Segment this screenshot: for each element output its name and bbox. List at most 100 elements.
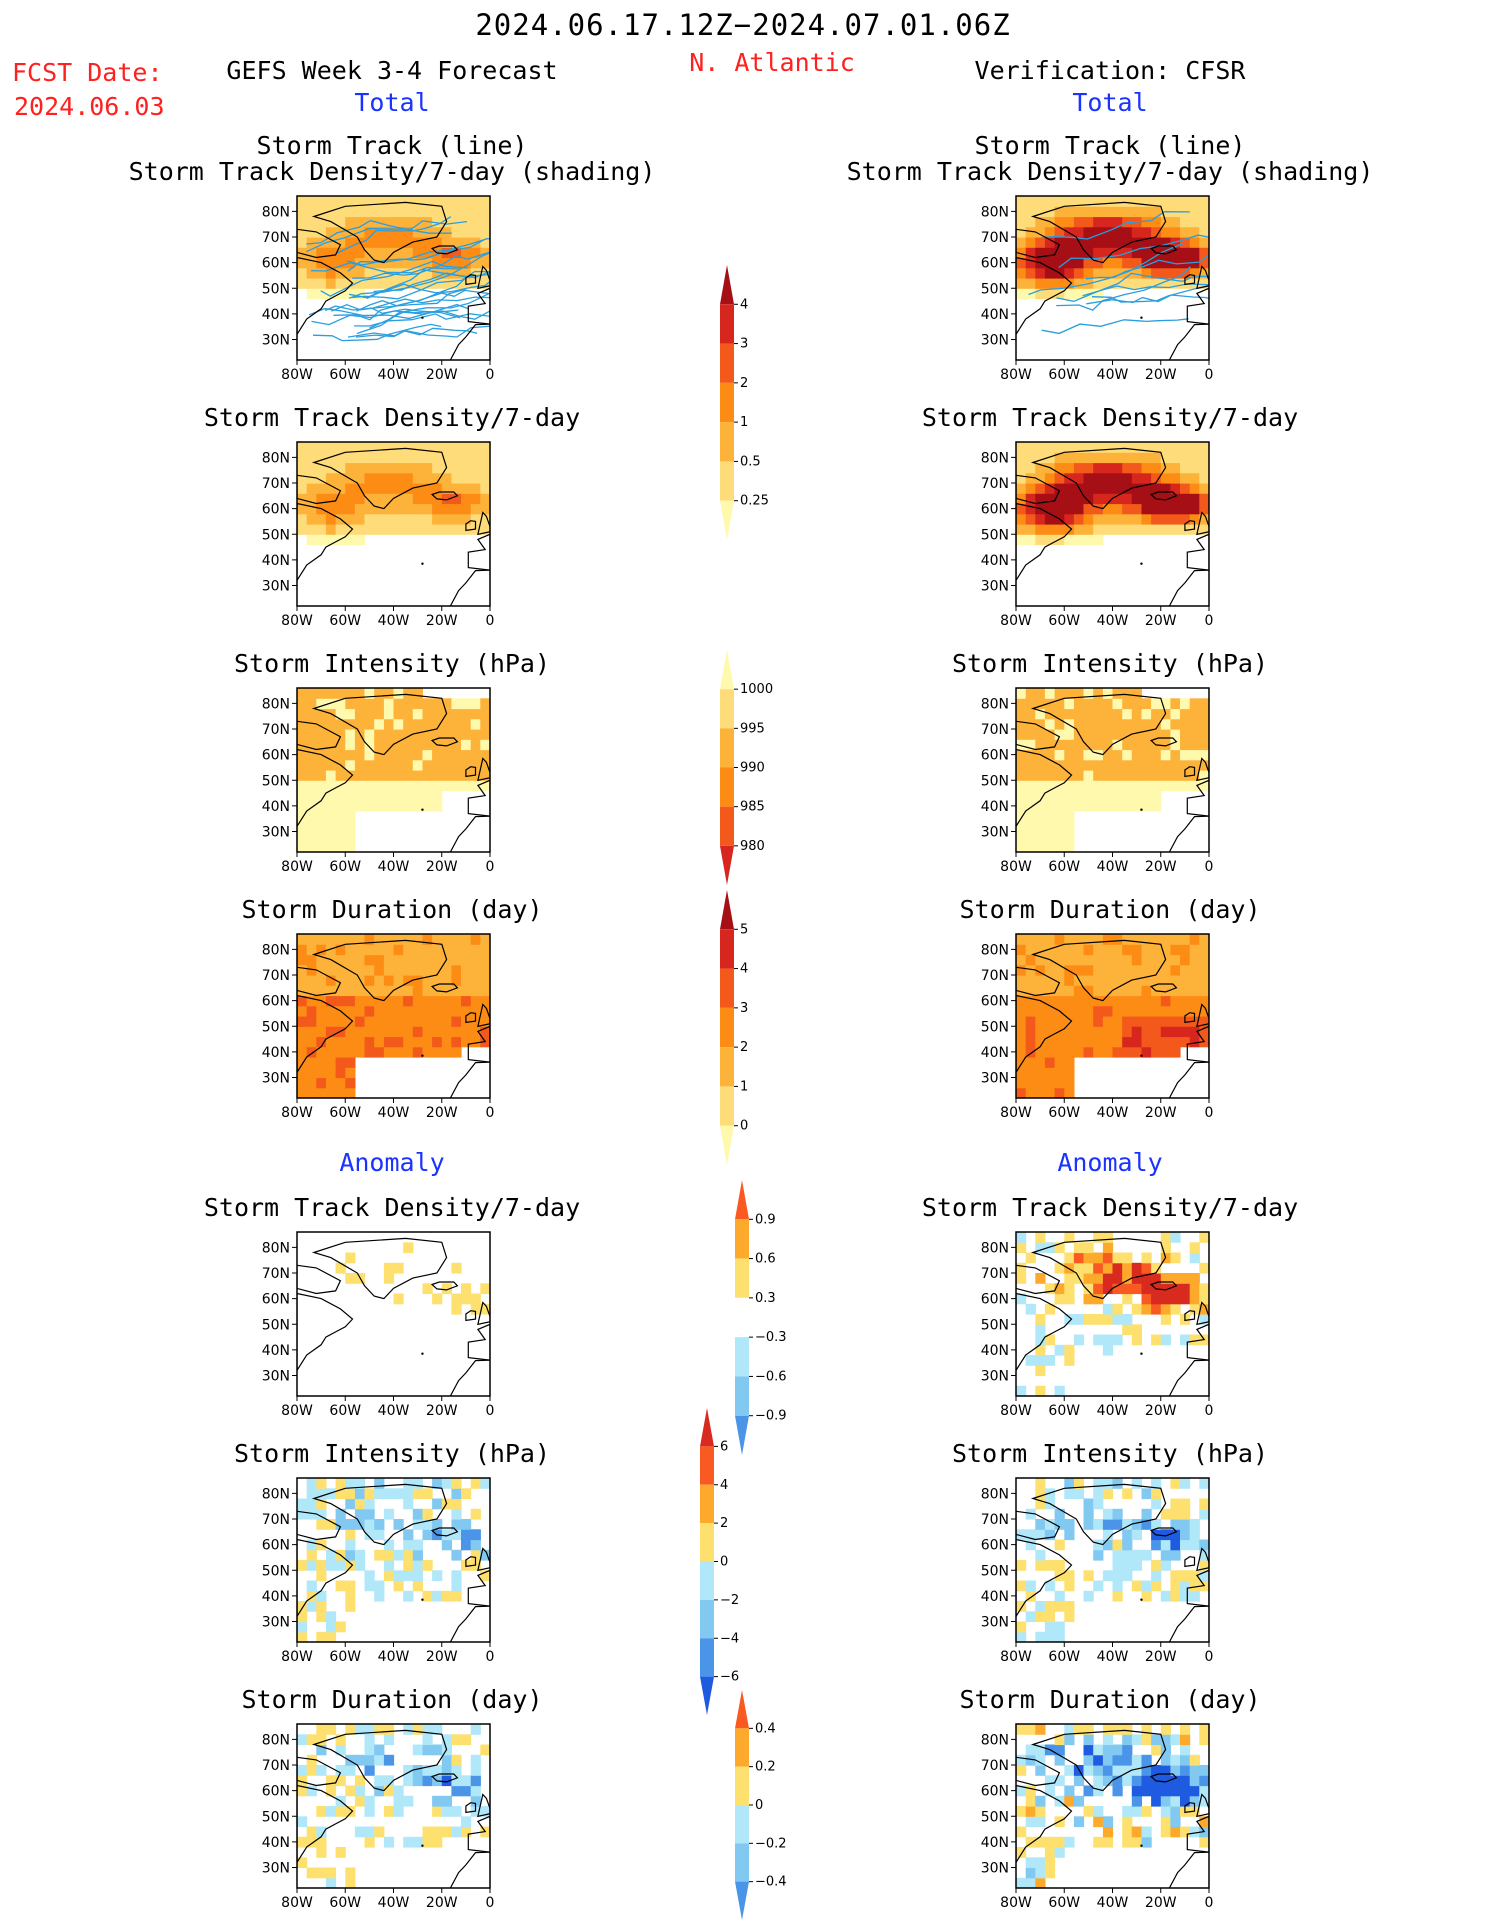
shade-cell [383, 462, 395, 474]
shade-cell [354, 1724, 366, 1735]
colorbar-box [720, 461, 734, 501]
shade-cell [1170, 1529, 1181, 1541]
shade-cell [432, 800, 443, 812]
shade-cell [393, 749, 404, 761]
shade-cell [297, 800, 308, 812]
shade-cell [470, 1775, 481, 1787]
shade-cell [1025, 1867, 1036, 1879]
shade-cell [1025, 1252, 1036, 1264]
shade-cell [1016, 944, 1027, 956]
shade-cell [1199, 472, 1209, 484]
shade-cell [470, 964, 481, 976]
shade-cell [306, 1478, 317, 1489]
shade-cell [451, 472, 462, 484]
shade-cell [1170, 1478, 1181, 1489]
shade-cell [1112, 770, 1123, 781]
shade-cell [1044, 1016, 1056, 1027]
shade-cell [1093, 1478, 1104, 1489]
shade-cell [1199, 1816, 1209, 1828]
fcst-date-value: 2024.06.03 [14, 92, 165, 121]
shade-cell [1044, 1785, 1056, 1797]
shade-cell [316, 1631, 327, 1642]
shade-cell [1180, 237, 1191, 248]
shade-cell [1199, 1478, 1209, 1489]
shade-cell [383, 800, 395, 812]
lat-tick-label: 60N [262, 748, 290, 764]
shade-cell [306, 493, 317, 505]
shade-cell [1064, 698, 1075, 710]
shade-cell [480, 739, 490, 751]
shade-cell [1112, 759, 1123, 771]
shade-cell [1093, 226, 1104, 238]
shade-cell [403, 1026, 414, 1038]
shade-cell [325, 1785, 337, 1797]
shade-cell [1180, 267, 1191, 279]
shade-cell [1073, 1252, 1085, 1264]
lat-tick-label: 50N [262, 1809, 290, 1825]
shade-cell [393, 1795, 404, 1807]
shade-cell [1160, 503, 1171, 515]
shade-cell [1083, 964, 1094, 976]
shade-cell [1189, 1529, 1200, 1541]
shade-cell [335, 749, 346, 761]
shade-cell [1112, 247, 1123, 259]
shade-cell [1016, 800, 1027, 812]
shade-cell [1189, 1005, 1200, 1017]
shade-cell [1122, 800, 1133, 812]
shade-cell [1073, 513, 1085, 525]
shade-cell [1044, 267, 1056, 279]
shade-cell [1016, 1785, 1027, 1797]
shade-cell [335, 483, 346, 494]
shade-cell [1160, 780, 1171, 792]
shade-cell [432, 452, 443, 464]
shade-cell [1054, 964, 1065, 976]
shade-cell [335, 708, 346, 720]
shade-cell [1035, 811, 1046, 822]
shade-cell [1151, 1273, 1162, 1284]
shade-cell [1170, 196, 1181, 207]
shade-cell [364, 472, 375, 484]
shade-cell [470, 1293, 481, 1305]
shade-cell [1054, 811, 1065, 822]
shade-cell [383, 1026, 395, 1038]
shade-cell [1093, 1785, 1104, 1797]
panel-title-density-right: Storm Track Density/7-day [921, 403, 1299, 432]
shade-cell [383, 1754, 395, 1766]
shade-cell [1199, 1765, 1209, 1776]
shade-cell [297, 1508, 308, 1520]
shade-cell [480, 749, 490, 761]
shade-cell [1160, 718, 1171, 730]
shade-cell [451, 1026, 462, 1038]
shade-cell [432, 1744, 443, 1756]
shade-cell [412, 1549, 423, 1561]
storm-track-line [355, 325, 490, 338]
shade-cell [1064, 688, 1075, 699]
shade-cell [393, 954, 404, 966]
shade-cell [1054, 944, 1065, 956]
shade-cell [1151, 780, 1162, 792]
lat-tick-label: 50N [262, 1317, 290, 1333]
shade-cell [1064, 1046, 1075, 1058]
shade-cell [1102, 975, 1114, 986]
shade-cell [393, 1026, 404, 1038]
shade-cell [335, 1580, 346, 1592]
shade-cell [1199, 708, 1209, 720]
shade-cell [1035, 1611, 1046, 1623]
shade-cell [316, 1836, 327, 1848]
shade-cell [1093, 1775, 1104, 1787]
shade-cell [451, 1046, 462, 1058]
shade-cell [383, 975, 395, 986]
colorbar-box [700, 1523, 714, 1562]
shade-cell [1102, 698, 1114, 710]
coastline [1186, 779, 1209, 817]
shade-cell [316, 1067, 327, 1079]
shade-cell [1112, 1539, 1123, 1551]
shade-cell [432, 1519, 443, 1530]
shade-cell [297, 1601, 308, 1612]
shade-cell [1131, 1785, 1142, 1797]
shade-cell [1151, 1519, 1162, 1530]
shade-cell [1073, 462, 1085, 474]
lon-tick-label: 40W [378, 859, 410, 875]
shade-cell [1102, 1273, 1114, 1284]
